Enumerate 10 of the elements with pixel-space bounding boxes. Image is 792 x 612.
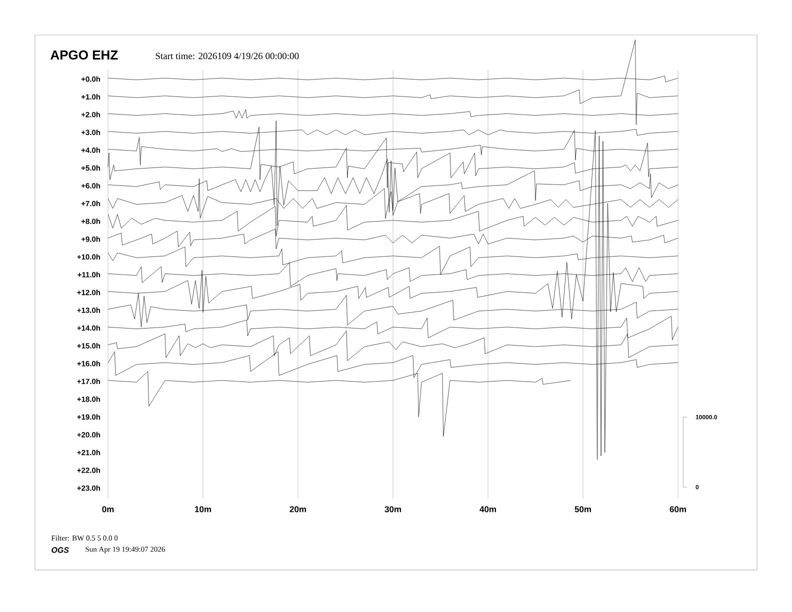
x-tick-label: 40m <box>480 506 496 512</box>
x-tick-label: 50m <box>574 506 591 512</box>
x-tick-label: 0m <box>102 506 114 512</box>
x-tick-label: 60m <box>670 506 686 512</box>
text: Start time: 2026109 4/19/26 00:00:00 <box>156 52 299 60</box>
x-tick-label: 10m <box>195 506 211 512</box>
text: APGO EHZ <box>50 50 118 60</box>
x-tick-label: 30m <box>384 506 401 512</box>
x-tick-label: 20m <box>290 506 306 512</box>
text: OGS <box>52 547 69 553</box>
